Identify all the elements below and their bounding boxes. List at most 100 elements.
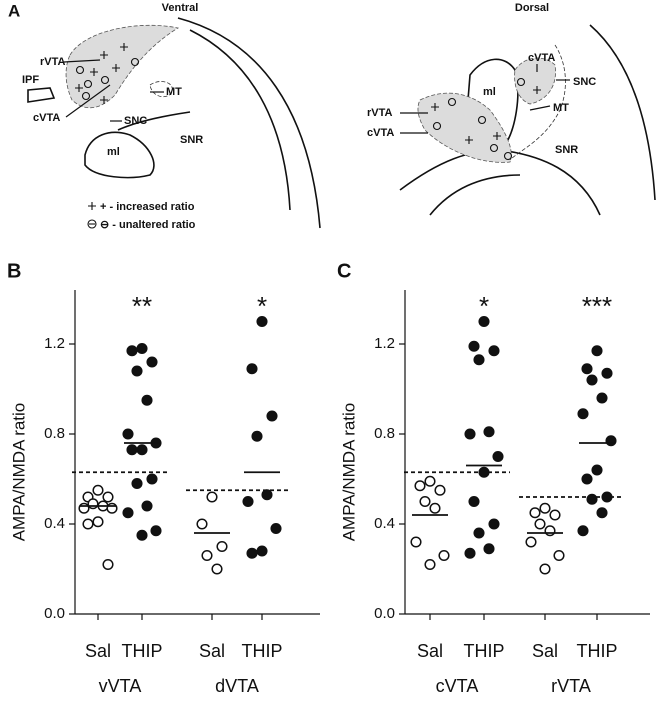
outline (429, 174, 521, 216)
data-point (102, 558, 114, 571)
data-point (525, 536, 537, 548)
data-point (483, 426, 495, 438)
data-point (131, 477, 143, 490)
data-point (596, 392, 608, 404)
group-label: vVTA (99, 676, 142, 696)
data-point (601, 491, 613, 503)
data-point (601, 367, 613, 379)
data-point (581, 363, 593, 375)
data-point (146, 356, 158, 368)
x-tick-label: THIP (576, 641, 617, 661)
data-point (438, 549, 450, 562)
data-point (581, 473, 593, 485)
data-point (424, 558, 436, 571)
data-point (106, 502, 118, 514)
diagram-title: Ventral (162, 2, 199, 14)
outline (117, 111, 191, 131)
significance: *** (582, 291, 612, 321)
significance: * (479, 291, 489, 321)
data-point (136, 444, 148, 456)
data-point (266, 410, 278, 422)
outline (84, 131, 155, 179)
data-point (211, 563, 223, 575)
data-point (414, 480, 426, 492)
vta-region (417, 92, 512, 163)
data-point (473, 354, 485, 366)
group-label: cVTA (436, 676, 479, 696)
data-point (131, 365, 143, 377)
x-tick-label: THIP (241, 641, 282, 661)
data-point (82, 518, 94, 530)
legend-symbol (88, 202, 96, 210)
data-point (577, 525, 589, 537)
outline (27, 87, 56, 103)
data-point (483, 543, 495, 555)
y-tick-label: 0.0 (374, 605, 395, 622)
data-point (544, 525, 556, 537)
outline (189, 29, 291, 211)
data-point (122, 428, 134, 440)
data-point (410, 536, 422, 548)
vta-region (65, 24, 180, 109)
data-point (246, 547, 258, 559)
panel-label: A (8, 1, 20, 20)
y-tick-label: 0.0 (44, 605, 65, 622)
outline (509, 44, 566, 161)
region-label: SNC (573, 76, 596, 88)
panel-a: A Ventral Dorsal rVTA IPF cVTA MT SNC SN… (8, 1, 656, 231)
panel-label: B (7, 260, 21, 282)
region-label: rVTA (40, 56, 66, 68)
data-point (591, 464, 603, 476)
data-point (424, 475, 436, 487)
panel-label: C (337, 260, 351, 282)
region-label: IPF (22, 74, 39, 86)
x-tick-label: Sal (85, 641, 111, 661)
region-label: MT (166, 86, 182, 98)
data-point (492, 450, 504, 463)
y-axis-label: AMPA/NMDA ratio (339, 403, 358, 542)
y-tick-label: 0.8 (374, 425, 395, 442)
outline (149, 81, 173, 98)
region-label: SNR (180, 134, 203, 146)
significance: ** (132, 291, 152, 321)
data-point (464, 428, 476, 440)
y-tick-label: 1.2 (44, 335, 65, 352)
data-point (468, 340, 480, 352)
data-point (605, 435, 617, 447)
data-point (256, 315, 268, 328)
data-point (464, 547, 476, 559)
data-point (242, 495, 254, 508)
pointer (63, 59, 101, 63)
x-tick-label: THIP (463, 641, 504, 661)
y-tick-label: 0.4 (44, 515, 65, 532)
outline (177, 17, 321, 229)
group-label: rVTA (551, 676, 591, 696)
data-point (141, 394, 153, 406)
x-tick-label: Sal (532, 641, 558, 661)
x-tick-label: Sal (199, 641, 225, 661)
data-point (256, 545, 268, 557)
data-point (136, 529, 148, 541)
data-point (78, 502, 90, 514)
data-point (529, 507, 541, 519)
vta-region (514, 57, 556, 105)
data-point (534, 518, 546, 530)
legend-text: ⊖ - unaltered ratio (100, 219, 196, 231)
y-tick-label: 1.2 (374, 335, 395, 352)
data-point (246, 363, 258, 375)
outline (589, 24, 656, 201)
data-point (126, 345, 138, 357)
region-label: rVTA (367, 107, 393, 119)
data-point (419, 495, 431, 508)
legend-symbol (87, 219, 97, 229)
data-point (553, 549, 565, 562)
data-point (146, 473, 158, 485)
data-point (136, 342, 148, 355)
y-tick-label: 0.4 (374, 515, 395, 532)
data-point (539, 563, 551, 575)
region-label: ml (107, 146, 120, 158)
data-point (92, 516, 104, 528)
data-point (92, 484, 104, 496)
region-label: cVTA (528, 52, 555, 64)
